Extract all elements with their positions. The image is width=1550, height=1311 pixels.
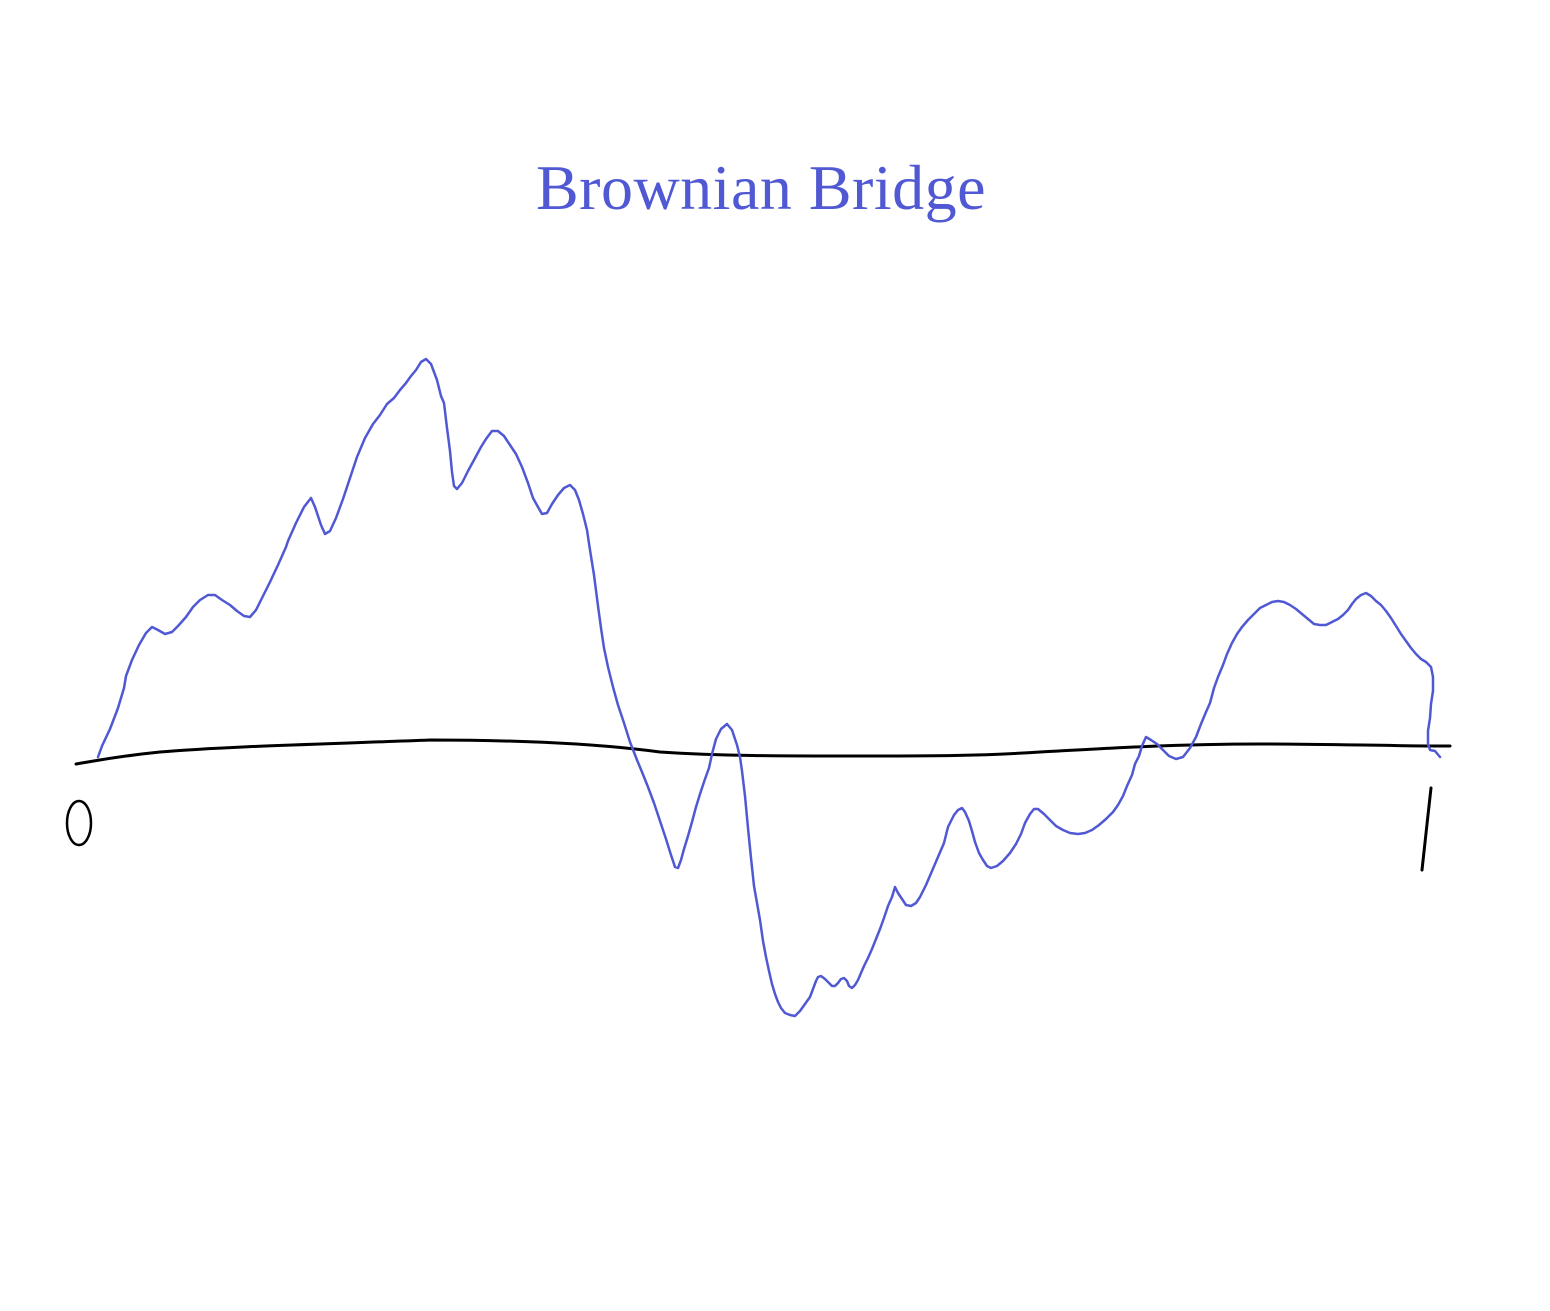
brownian-bridge-path [96, 357, 1442, 1018]
axis-end-label-1 [1420, 786, 1433, 872]
time-axis-line [74, 738, 1452, 766]
axis-start-label-0 [65, 799, 93, 847]
page-title: Brownian Bridge [535, 152, 987, 223]
